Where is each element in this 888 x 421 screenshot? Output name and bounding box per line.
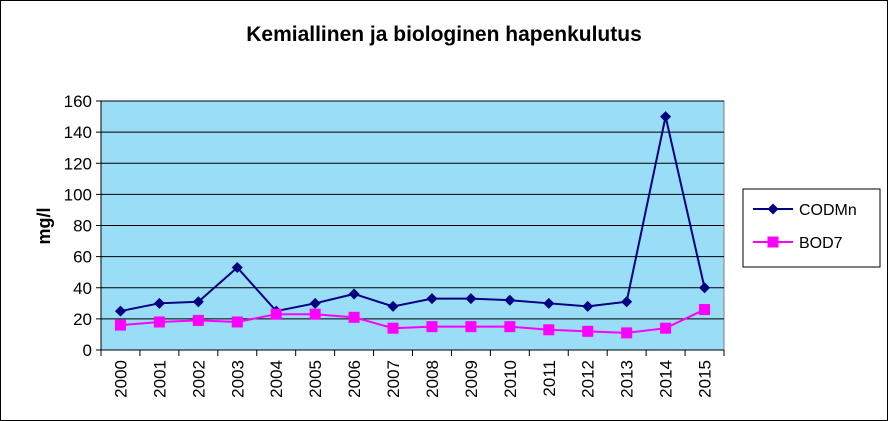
data-point	[309, 308, 321, 320]
data-point	[192, 314, 204, 326]
data-point	[348, 311, 360, 323]
data-point	[270, 308, 282, 320]
data-point	[114, 305, 126, 317]
x-tick-label: 2000	[111, 360, 130, 398]
axes: 0 20 40 60 80 100 120 140 160 2000 2001 2002 2003 200…	[64, 92, 725, 398]
data-point	[153, 316, 165, 328]
data-point	[621, 327, 633, 339]
y-tick-label: 40	[73, 279, 92, 298]
series-layer	[114, 111, 711, 339]
x-tick-label: 2001	[150, 360, 169, 398]
data-point	[231, 262, 243, 274]
series-codmn	[114, 111, 711, 317]
y-tick-label: 20	[73, 310, 92, 329]
x-tick-label: 2013	[618, 360, 637, 398]
x-tick-label: 2004	[267, 360, 286, 398]
grid-lines	[101, 100, 724, 320]
x-tick-label: 2012	[579, 360, 598, 398]
x-tick-label: 2008	[423, 360, 442, 398]
y-axis-label: mg/l	[34, 207, 54, 244]
y-tick-label: 0	[83, 341, 92, 360]
legend-box	[742, 188, 881, 268]
x-tick-label: 2014	[657, 360, 676, 398]
data-point	[543, 297, 555, 309]
data-point	[465, 293, 477, 305]
y-tick-label: 60	[73, 248, 92, 267]
legend-label: CODMn	[799, 202, 857, 219]
x-tick-label: 2011	[540, 360, 559, 397]
series-line	[120, 116, 706, 313]
data-point	[231, 316, 243, 328]
data-point	[504, 294, 516, 306]
data-point	[699, 282, 711, 294]
data-point	[504, 321, 516, 333]
data-point	[114, 319, 126, 331]
series-bod7	[114, 304, 711, 339]
x-tick-label: 2006	[345, 360, 364, 398]
series-line	[120, 308, 705, 334]
y-tick-label: 100	[64, 185, 92, 204]
x-tick-label: 2010	[501, 360, 520, 398]
data-point	[309, 297, 321, 309]
chart-title: Kemiallinen ja biologinen hapenkulutus	[246, 23, 642, 46]
legend-marker	[767, 236, 779, 248]
data-point	[348, 288, 360, 300]
data-point	[192, 296, 204, 308]
x-tick-label: 2009	[462, 360, 481, 398]
data-point	[387, 300, 399, 312]
y-tick-label: 160	[64, 92, 92, 111]
data-point	[465, 321, 477, 333]
data-point	[621, 296, 633, 308]
x-tick-label: 2005	[306, 360, 325, 398]
x-tick-label: 2015	[696, 360, 715, 398]
data-point	[582, 300, 594, 312]
legend-marker	[767, 203, 779, 215]
y-tick-label: 80	[73, 217, 92, 236]
y-tick-label: 140	[64, 123, 92, 142]
data-point	[660, 322, 672, 334]
data-point	[387, 322, 399, 334]
y-tick-label: 120	[64, 154, 92, 173]
data-point	[660, 111, 672, 123]
data-point	[582, 325, 594, 337]
data-point	[153, 297, 165, 309]
data-point	[543, 324, 555, 336]
data-point	[426, 293, 438, 305]
legend-label: BOD7	[799, 235, 843, 252]
x-tick-label: 2002	[189, 360, 208, 398]
data-point	[426, 321, 438, 333]
data-point	[699, 304, 711, 316]
x-tick-label: 2007	[384, 360, 403, 398]
legend: CODMn BOD7	[742, 188, 881, 268]
x-tick-label: 2003	[228, 360, 247, 398]
